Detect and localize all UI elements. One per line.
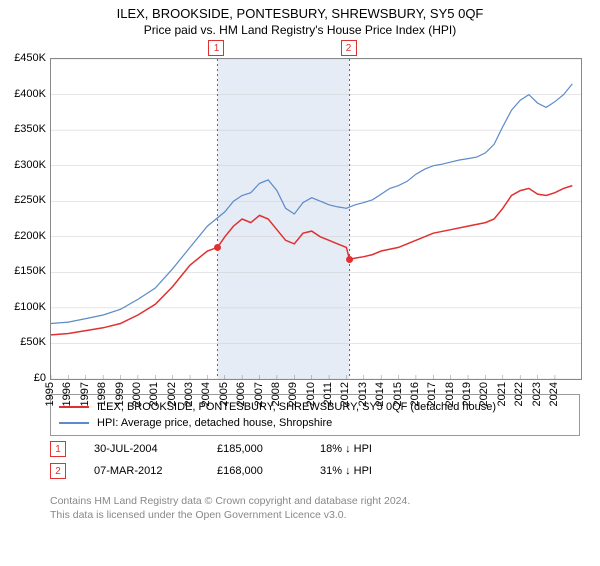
y-axis-label: £50K <box>0 336 46 348</box>
x-axis-label: 2021 <box>496 382 508 406</box>
flag-marker-icon: 2 <box>341 40 357 56</box>
x-axis-label: 2007 <box>253 382 265 406</box>
y-axis-label: £400K <box>0 88 46 100</box>
x-axis-label: 2002 <box>166 382 178 406</box>
chart-container: ILEX, BROOKSIDE, PONTESBURY, SHREWSBURY,… <box>0 6 600 566</box>
chart-svg <box>51 59 581 379</box>
marker-date: 07-MAR-2012 <box>94 465 189 477</box>
x-axis-label: 2024 <box>548 382 560 406</box>
x-axis-label: 2012 <box>339 382 351 406</box>
x-axis-label: 2000 <box>131 382 143 406</box>
y-axis-label: £450K <box>0 52 46 64</box>
x-axis-label: 2022 <box>513 382 525 406</box>
marker-date: 30-JUL-2004 <box>94 443 189 455</box>
x-axis-label: 2016 <box>409 382 421 406</box>
x-axis-label: 2001 <box>148 382 160 406</box>
x-axis-label: 2020 <box>478 382 490 406</box>
x-axis-label: 2023 <box>531 382 543 406</box>
marker-row: 1 30-JUL-2004 £185,000 18% ↓ HPI <box>50 438 580 460</box>
x-axis-label: 1998 <box>96 382 108 406</box>
x-axis-label: 2006 <box>235 382 247 406</box>
marker-flag-icon: 2 <box>50 463 66 479</box>
x-axis-label: 2003 <box>183 382 195 406</box>
marker-flag-icon: 1 <box>50 441 66 457</box>
footnote: Contains HM Land Registry data © Crown c… <box>50 494 410 522</box>
plot-area <box>50 58 582 380</box>
marker-price: £185,000 <box>217 443 292 455</box>
y-axis-label: £350K <box>0 123 46 135</box>
legend-item: HPI: Average price, detached house, Shro… <box>59 415 571 431</box>
x-axis-label: 2011 <box>322 382 334 406</box>
footnote-line: Contains HM Land Registry data © Crown c… <box>50 494 410 508</box>
x-axis-label: 2017 <box>426 382 438 406</box>
y-axis-label: £300K <box>0 159 46 171</box>
legend-label: HPI: Average price, detached house, Shro… <box>97 417 332 429</box>
x-axis-label: 2008 <box>270 382 282 406</box>
x-axis-label: 2004 <box>200 382 212 406</box>
x-axis-label: 2015 <box>392 382 404 406</box>
flag-marker-icon: 1 <box>208 40 224 56</box>
x-axis-label: 1999 <box>114 382 126 406</box>
x-axis-label: 1996 <box>61 382 73 406</box>
x-axis-label: 2014 <box>374 382 386 406</box>
markers-table: 1 30-JUL-2004 £185,000 18% ↓ HPI 2 07-MA… <box>50 438 580 482</box>
marker-diff: 31% ↓ HPI <box>320 465 410 477</box>
x-axis-label: 2009 <box>287 382 299 406</box>
x-axis-label: 2019 <box>461 382 473 406</box>
x-axis-label: 2005 <box>218 382 230 406</box>
y-axis-label: £200K <box>0 230 46 242</box>
x-axis-label: 1995 <box>44 382 56 406</box>
y-axis-label: £150K <box>0 265 46 277</box>
x-axis-label: 1997 <box>79 382 91 406</box>
y-axis-label: £0 <box>0 372 46 384</box>
marker-price: £168,000 <box>217 465 292 477</box>
legend-swatch <box>59 422 89 424</box>
chart-title: ILEX, BROOKSIDE, PONTESBURY, SHREWSBURY,… <box>0 6 600 21</box>
x-axis-label: 2013 <box>357 382 369 406</box>
chart-subtitle: Price paid vs. HM Land Registry's House … <box>0 23 600 37</box>
marker-row: 2 07-MAR-2012 £168,000 31% ↓ HPI <box>50 460 580 482</box>
x-axis-label: 2010 <box>305 382 317 406</box>
y-axis-label: £100K <box>0 301 46 313</box>
marker-diff: 18% ↓ HPI <box>320 443 410 455</box>
x-axis-label: 2018 <box>444 382 456 406</box>
footnote-line: This data is licensed under the Open Gov… <box>50 508 410 522</box>
y-axis-label: £250K <box>0 194 46 206</box>
